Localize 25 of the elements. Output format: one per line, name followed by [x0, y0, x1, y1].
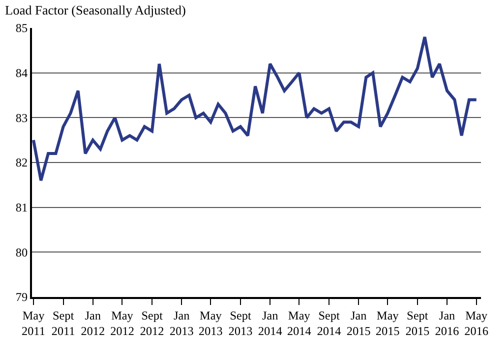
x-tick-label: Jan 2015 [346, 308, 371, 338]
x-tick-label: May 2011 [22, 308, 46, 338]
x-tick-label: Sept 2013 [228, 308, 252, 338]
y-tick-label: 84 [16, 66, 28, 80]
y-tick-label: 82 [16, 156, 28, 170]
chart-title: Load Factor (Seasonally Adjusted) [5, 2, 186, 18]
x-tick-label: Jan 2012 [80, 308, 105, 338]
x-tick-label: Jan 2013 [170, 308, 194, 338]
x-tick-label: Sept 2014 [316, 308, 341, 338]
x-tick-label: Jan 2014 [258, 308, 282, 338]
x-tick-label: May 2012 [110, 308, 134, 338]
x-tick-label: Sept 2015 [405, 308, 430, 338]
x-tick-label: May 2015 [376, 308, 400, 338]
x-tick-label: May 2016 [464, 308, 488, 338]
x-tick-label: May 2013 [198, 308, 223, 338]
x-tick-label: Sept 2011 [51, 308, 76, 338]
x-tick-label: Sept 2012 [140, 308, 164, 338]
y-tick-label: 83 [16, 110, 28, 125]
x-tick-label: May 2014 [287, 308, 312, 338]
line-series [32, 35, 478, 182]
y-tick-label: 79 [16, 290, 28, 304]
x-tick-label: Jan 2016 [435, 308, 460, 338]
y-tick-label: 80 [16, 245, 28, 260]
y-tick-label: 81 [16, 200, 28, 215]
y-tick-label: 85 [16, 21, 28, 36]
